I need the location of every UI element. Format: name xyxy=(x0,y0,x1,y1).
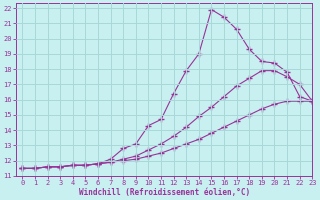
X-axis label: Windchill (Refroidissement éolien,°C): Windchill (Refroidissement éolien,°C) xyxy=(79,188,250,197)
